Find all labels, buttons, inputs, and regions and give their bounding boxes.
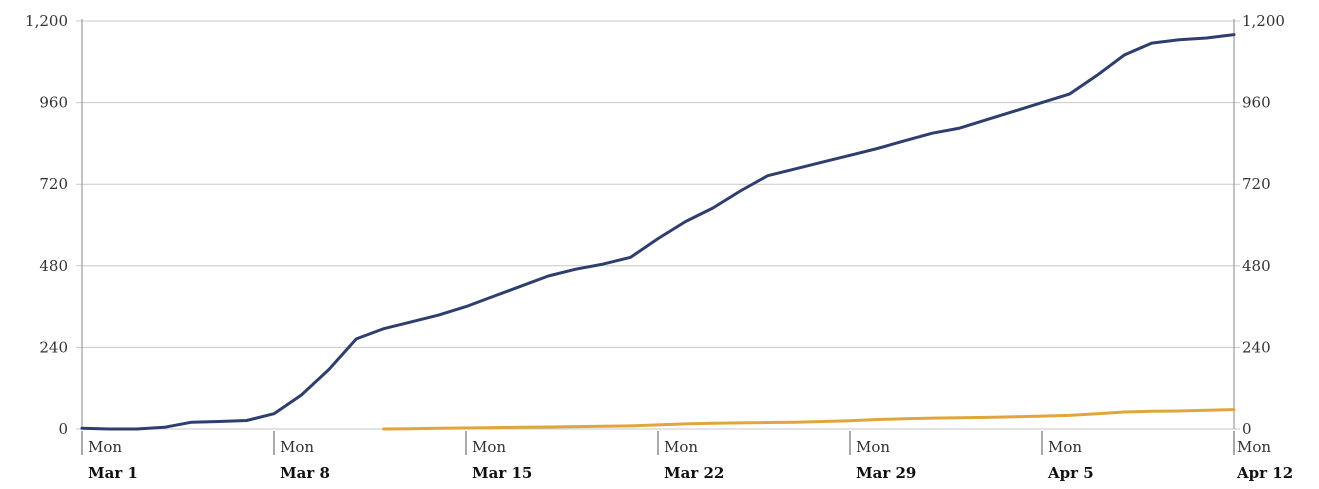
x-tick-label-weekday: Mon [664,438,698,456]
y-tick-label-left: 240 [39,338,68,356]
x-axis: Mon Mar 1 Mon Mar 8 Mon Mar 15 Mon Mar 22 Mon Mar… [81,431,1293,482]
series-line-2 [382,408,1236,431]
x-tick-label-date: Mar 8 [280,464,330,482]
x-tick-label-weekday: Mon [856,438,890,456]
x-tick-label-date: Mar 29 [856,464,916,482]
y-tick-label-right: 240 [1242,338,1271,356]
y-tick-label-left: 0 [58,420,68,438]
x-tick-label-weekday: Mon [88,438,122,456]
x-tick-label-weekday: Mon [280,438,314,456]
series-line-1 [80,33,1236,431]
y-tick-label-left: 480 [39,257,68,275]
x-tick-label-date: Mar 22 [664,464,724,482]
y-tick-label-left: 720 [39,175,68,193]
x-tick-label-date: Mar 15 [472,464,532,482]
y-axis-right: 0 240 480 720 960 1,200 [1242,12,1285,438]
y-tick-label-left: 960 [39,94,68,112]
series-lines [80,33,1236,431]
x-tick-label-date: Apr 5 [1047,464,1094,482]
y-axis-left: 0 240 480 720 960 1,200 [25,12,68,438]
x-tick-label-weekday: Mon [472,438,506,456]
y-tick-label-right: 1,200 [1242,12,1285,30]
y-tick-label-left: 1,200 [25,12,68,30]
axes [81,19,1235,429]
x-tick-label-date: Apr 12 [1236,464,1293,482]
x-tick-label-weekday: Mon [1237,438,1271,456]
y-tick-label-right: 960 [1242,94,1271,112]
x-tick-label-weekday: Mon [1048,438,1082,456]
y-tick-label-right: 0 [1242,420,1252,438]
grid-lines [76,20,1240,430]
y-tick-label-right: 720 [1242,175,1271,193]
x-tick-label-date: Mar 1 [88,464,138,482]
y-tick-label-right: 480 [1242,257,1271,275]
